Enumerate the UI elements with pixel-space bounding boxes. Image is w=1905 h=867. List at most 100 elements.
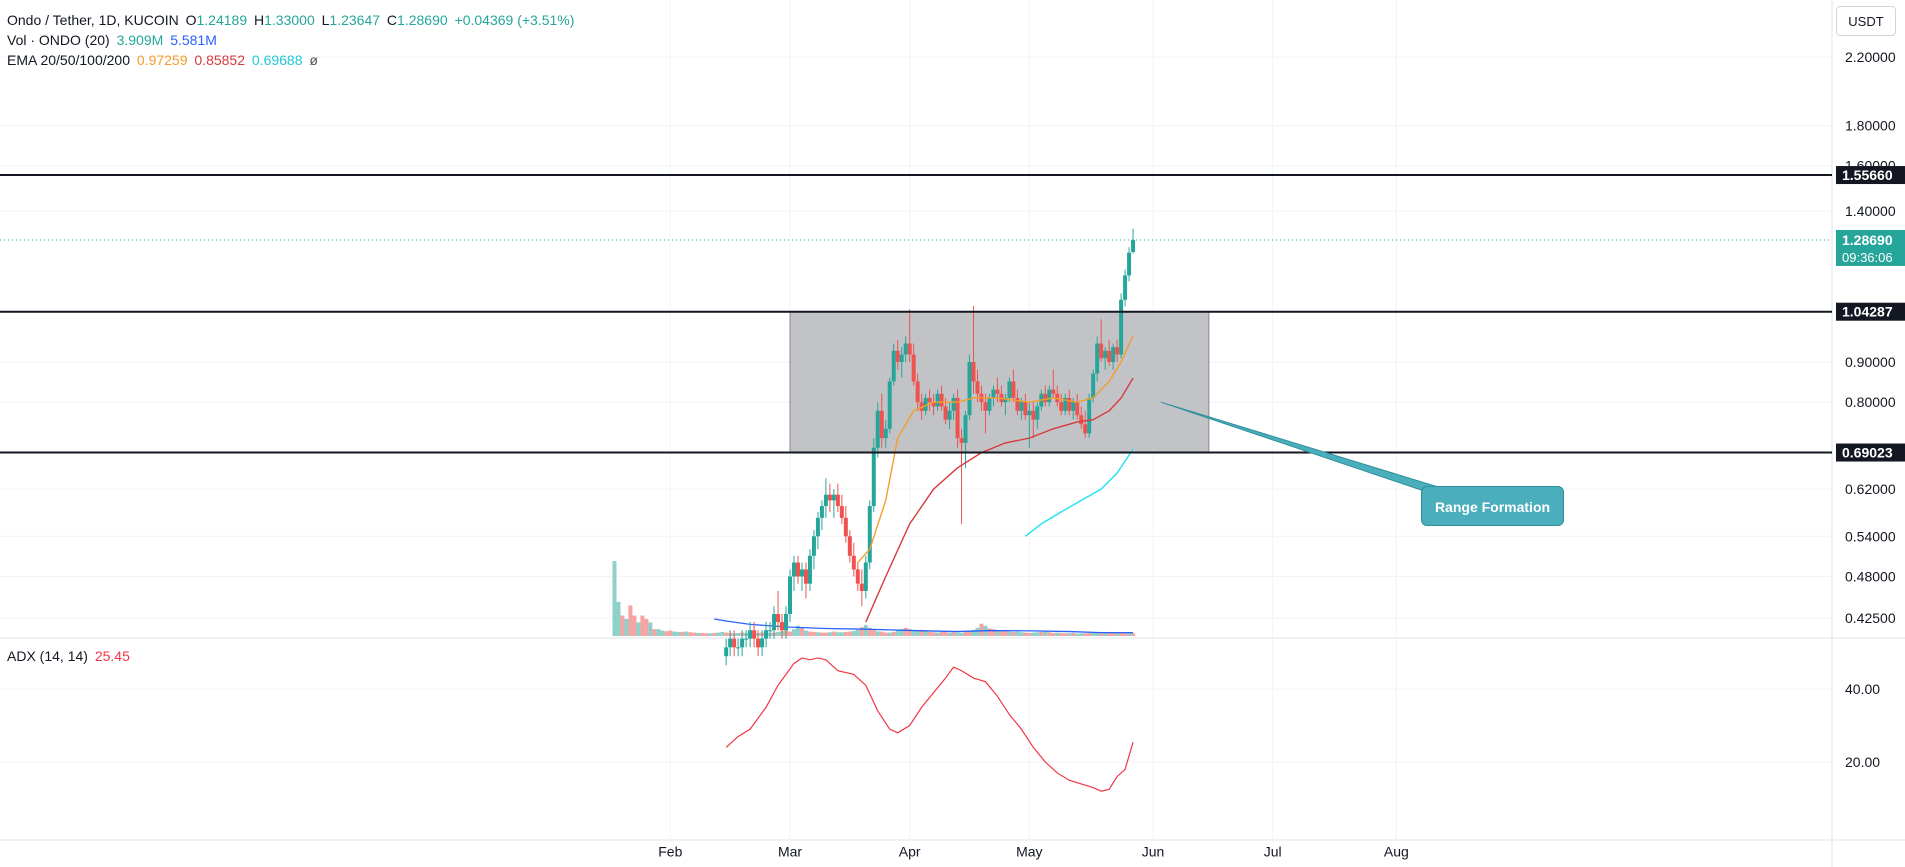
current-tag-price: 1.28690	[1842, 232, 1893, 248]
volume-bar	[887, 632, 892, 636]
range-box	[789, 311, 1210, 454]
level-tag-bg	[1836, 443, 1905, 462]
candle-body	[1019, 402, 1024, 411]
candle-body	[987, 397, 992, 411]
volume-legend-value-1: 3.909M	[116, 32, 164, 48]
level-price-tag: 1.04287	[1836, 302, 1905, 321]
candle-body	[1079, 415, 1084, 425]
volume-bar	[791, 629, 796, 636]
candle-body	[1047, 389, 1052, 403]
volume-bar	[955, 632, 960, 636]
low-value: 1.23647	[329, 12, 381, 28]
volume-bar	[891, 631, 896, 636]
adx-tick-label: 40.00	[1845, 681, 1880, 697]
candle	[963, 410, 968, 468]
candle	[1047, 385, 1052, 407]
volume-bar	[971, 629, 976, 636]
volume-bar	[819, 632, 824, 636]
candle-body	[788, 576, 792, 615]
volume-bar	[1023, 632, 1028, 636]
candle	[823, 478, 828, 518]
volume-bar	[656, 629, 661, 636]
volume-bar	[612, 561, 617, 636]
volume-legend-label: Vol · ONDO (20)	[7, 32, 110, 48]
change-value: +0.04369 (+3.51%)	[454, 12, 575, 28]
candle-body	[983, 402, 988, 411]
candle-body	[839, 506, 844, 518]
current-price-tag: 1.28690 09:36:06	[1836, 229, 1905, 266]
candle	[827, 483, 832, 512]
volume-bar	[1067, 633, 1072, 636]
volume-bar	[979, 623, 984, 636]
candle	[939, 385, 944, 411]
candle	[847, 530, 852, 563]
candle-body	[807, 555, 812, 584]
candle	[835, 483, 840, 512]
candle-body	[835, 494, 840, 507]
candle-body	[772, 614, 777, 631]
candle	[1091, 369, 1096, 403]
candle	[764, 622, 769, 648]
candle-body	[871, 447, 876, 507]
candle-body	[756, 638, 761, 648]
volume-legend: Vol · ONDO (20) 3.909M 5.581M	[7, 30, 220, 50]
symbol-title: Ondo / Tether, 1D, KUCOIN	[7, 12, 179, 28]
candle-body	[827, 494, 832, 501]
volume-bar	[907, 629, 912, 636]
volume-bar	[736, 632, 741, 636]
time-tick-label: Jun	[1142, 843, 1165, 859]
volume-bar	[911, 630, 916, 636]
volume-bar	[1035, 632, 1040, 636]
level-price-tag: 0.69023	[1836, 443, 1905, 462]
candle	[931, 393, 936, 416]
candle	[740, 630, 745, 657]
volume-bar	[859, 627, 864, 636]
volume-bar	[867, 627, 872, 636]
ema-legend: EMA 20/50/100/200 0.97259 0.85852 0.6968…	[7, 50, 321, 70]
ema20-value: 0.97259	[136, 52, 188, 68]
range-formation-callout: Range Formation	[1421, 486, 1564, 526]
volume-bar	[708, 633, 713, 636]
candle-body	[855, 569, 860, 584]
volume-bar	[672, 631, 677, 636]
candle	[863, 555, 868, 599]
candle-body	[744, 638, 749, 640]
candle-body	[768, 630, 773, 632]
candle	[1087, 393, 1092, 439]
volume-bar	[831, 631, 836, 636]
volume-bar	[1091, 632, 1096, 636]
candle	[899, 347, 904, 378]
volume-bar	[712, 632, 717, 636]
level-price-tag: 1.55660	[1836, 166, 1905, 185]
volume-bar	[704, 633, 709, 636]
candle-body	[1119, 299, 1124, 355]
candle-body	[927, 397, 932, 403]
candle-body	[1115, 347, 1120, 355]
price-tick-label: 0.42500	[1845, 610, 1896, 626]
candle-body	[760, 638, 765, 648]
volume-bar	[839, 632, 844, 636]
adx-legend-label: ADX (14, 14)	[7, 648, 88, 664]
volume-bar	[883, 632, 888, 636]
volume-bar	[632, 615, 637, 636]
candle	[883, 419, 888, 448]
volume-bar	[799, 627, 804, 636]
volume-bar	[720, 631, 725, 636]
volume-bar	[1087, 632, 1092, 636]
candle	[903, 336, 908, 362]
candle	[728, 630, 733, 657]
candle	[1123, 269, 1128, 307]
volume-bar	[931, 632, 936, 636]
volume-bar	[628, 605, 633, 636]
volume-bar	[652, 629, 657, 636]
volume-bar	[1011, 631, 1016, 636]
candles	[724, 228, 1136, 666]
candle-body	[851, 555, 856, 570]
candle	[776, 590, 781, 631]
candle	[959, 428, 964, 524]
currency-button[interactable]: USDT	[1836, 6, 1896, 36]
volume-bar	[1119, 632, 1124, 636]
volume-bar	[716, 632, 721, 636]
candle-body	[863, 562, 868, 591]
